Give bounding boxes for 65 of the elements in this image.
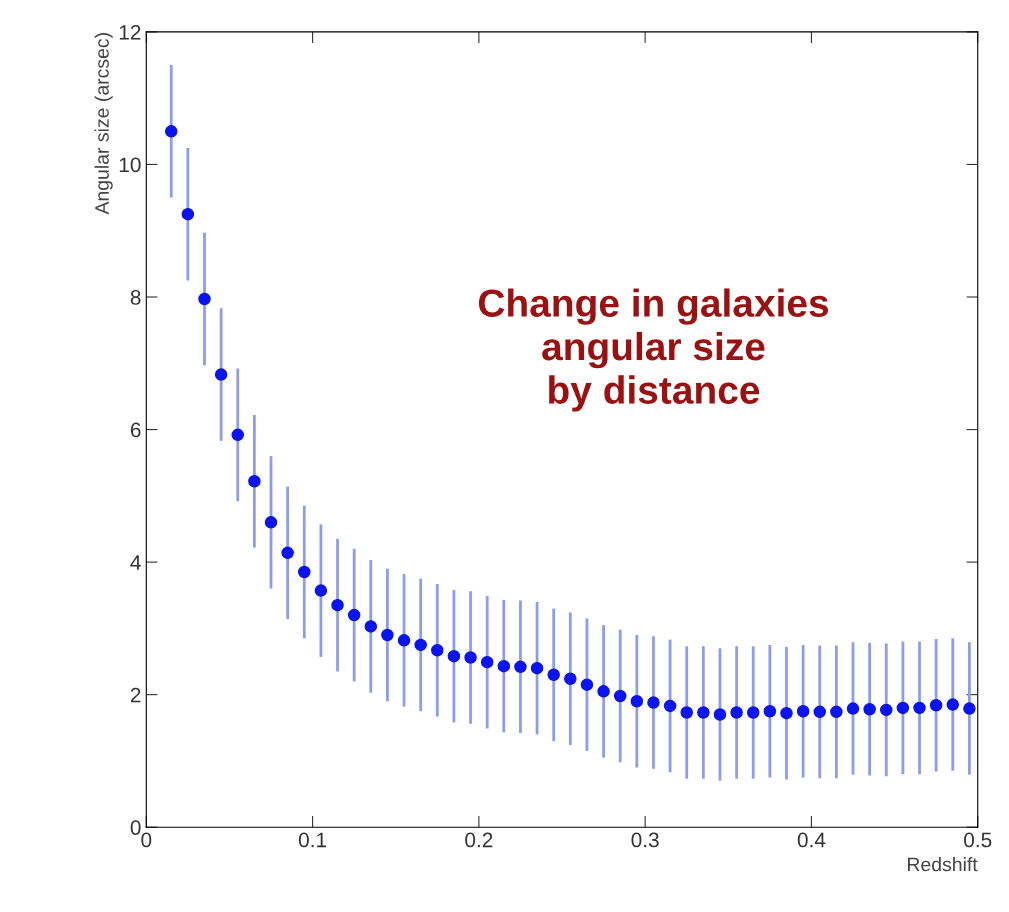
y-tick-label: 4 [130, 555, 141, 570]
point [746, 706, 760, 719]
x-tick-label: 0.4 [797, 832, 826, 848]
point [231, 428, 245, 442]
y-tick-label: 6 [130, 422, 141, 438]
point [663, 699, 677, 713]
point [630, 695, 644, 708]
point [331, 598, 344, 612]
point [796, 704, 810, 718]
point [198, 292, 211, 306]
y-tick-label: 0 [130, 820, 141, 835]
point [564, 672, 577, 685]
point [364, 620, 378, 633]
point [580, 678, 594, 691]
point [214, 368, 228, 381]
point [946, 698, 960, 711]
y-tick-label: 12 [119, 24, 141, 40]
point [264, 516, 278, 529]
x-axis-title: Redshift [907, 857, 978, 872]
y-tick-label: 8 [130, 290, 141, 305]
point [597, 685, 610, 698]
y-axis-title: Angular size (arcsec) [94, 33, 113, 215]
point [963, 702, 976, 715]
x-tick-label: 0.1 [298, 832, 327, 848]
point [697, 706, 710, 719]
x-tick-label: 0.2 [465, 832, 493, 848]
point [813, 705, 827, 719]
point [613, 689, 627, 703]
point [298, 565, 311, 579]
point [514, 660, 527, 674]
point [397, 634, 411, 647]
point [713, 708, 727, 721]
point [447, 649, 461, 663]
point [896, 701, 910, 715]
point [480, 655, 494, 669]
point [530, 661, 544, 675]
point [680, 706, 693, 719]
point [281, 546, 294, 560]
point [547, 668, 560, 682]
point [763, 704, 777, 718]
point [830, 705, 843, 719]
x-tick-label: 0 [141, 832, 152, 848]
x-tick-label: 0.5 [964, 832, 992, 848]
point [913, 701, 926, 715]
point [846, 702, 860, 715]
y-tick-label: 2 [130, 687, 141, 703]
point [414, 638, 427, 652]
point [248, 474, 261, 488]
point [381, 628, 394, 642]
point [863, 702, 876, 716]
point [880, 703, 893, 717]
point [647, 696, 660, 709]
point [464, 651, 477, 664]
x-tick-label: 0.3 [631, 832, 659, 848]
point [730, 706, 743, 719]
point [181, 207, 195, 221]
point [929, 698, 943, 712]
point [431, 643, 444, 657]
point [347, 608, 361, 622]
point [164, 125, 178, 138]
y-tick-label: 10 [119, 157, 141, 173]
point [780, 706, 793, 720]
point [314, 584, 328, 597]
annotation: Change in galaxies angular size by distance [478, 288, 829, 412]
point [497, 659, 511, 673]
